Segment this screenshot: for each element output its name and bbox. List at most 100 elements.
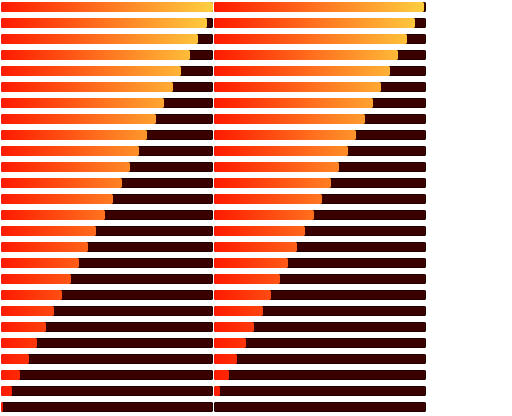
left-progress-fill-17 <box>1 258 79 268</box>
left-progress-fill-8 <box>1 114 156 124</box>
left-progress-fill-10 <box>1 146 139 156</box>
right-progress-fill-14 <box>214 210 314 220</box>
right-progress-bar-9 <box>214 130 426 140</box>
right-progress-bar-5 <box>214 66 426 76</box>
left-progress-fill-25 <box>1 386 12 396</box>
right-progress-fill-16 <box>214 242 297 252</box>
right-progress-bar-4 <box>214 50 426 60</box>
right-progress-bar-18 <box>214 274 426 284</box>
left-progress-bar-26 <box>1 402 213 412</box>
left-progress-fill-6 <box>1 82 173 92</box>
right-progress-fill-7 <box>214 98 373 108</box>
left-progress-bar-5 <box>1 66 213 76</box>
right-progress-fill-5 <box>214 66 390 76</box>
right-progress-fill-9 <box>214 130 356 140</box>
left-progress-fill-22 <box>1 338 37 348</box>
left-progress-fill-1 <box>1 2 213 12</box>
right-progress-bar-19 <box>214 290 426 300</box>
right-progress-bar-2 <box>214 18 426 28</box>
right-progress-bar-25 <box>214 386 426 396</box>
left-progress-bar-11 <box>1 162 213 172</box>
left-progress-fill-2 <box>1 18 207 28</box>
left-progress-fill-20 <box>1 306 54 316</box>
left-progress-bar-25 <box>1 386 213 396</box>
right-progress-bar-6 <box>214 82 426 92</box>
left-progress-bar-21 <box>1 322 213 332</box>
left-progress-fill-19 <box>1 290 62 300</box>
left-progress-fill-12 <box>1 178 122 188</box>
right-progress-bar-24 <box>214 370 426 380</box>
left-progress-bar-23 <box>1 354 213 364</box>
right-progress-bar-17 <box>214 258 426 268</box>
left-progress-fill-3 <box>1 34 198 44</box>
left-progress-bar-19 <box>1 290 213 300</box>
left-progress-fill-5 <box>1 66 181 76</box>
right-progress-fill-22 <box>214 338 246 348</box>
right-progress-bar-13 <box>214 194 426 204</box>
left-progress-bar-15 <box>1 226 213 236</box>
left-progress-fill-24 <box>1 370 20 380</box>
right-progress-bar-21 <box>214 322 426 332</box>
right-progress-fill-3 <box>214 34 407 44</box>
right-progress-fill-15 <box>214 226 305 236</box>
left-progress-bar-22 <box>1 338 213 348</box>
left-progress-bar-14 <box>1 210 213 220</box>
left-progress-bar-10 <box>1 146 213 156</box>
right-progress-bar-14 <box>214 210 426 220</box>
right-progress-fill-11 <box>214 162 339 172</box>
left-progress-bar-8 <box>1 114 213 124</box>
left-progress-bar-6 <box>1 82 213 92</box>
left-progress-fill-26 <box>1 402 3 412</box>
left-progress-bar-24 <box>1 370 213 380</box>
right-progress-fill-2 <box>214 18 415 28</box>
right-progress-bar-1 <box>214 2 426 12</box>
left-progress-bar-2 <box>1 18 213 28</box>
right-progress-fill-21 <box>214 322 254 332</box>
right-progress-bar-20 <box>214 306 426 316</box>
left-progress-bar-13 <box>1 194 213 204</box>
left-progress-bar-20 <box>1 306 213 316</box>
right-progress-fill-23 <box>214 354 237 364</box>
left-progress-bar-3 <box>1 34 213 44</box>
left-progress-bar-18 <box>1 274 213 284</box>
right-progress-bar-16 <box>214 242 426 252</box>
right-progress-fill-1 <box>214 2 424 12</box>
left-progress-bar-9 <box>1 130 213 140</box>
right-progress-bar-23 <box>214 354 426 364</box>
left-progress-fill-9 <box>1 130 147 140</box>
left-progress-fill-21 <box>1 322 46 332</box>
right-progress-bar-22 <box>214 338 426 348</box>
right-progress-bar-15 <box>214 226 426 236</box>
right-progress-fill-20 <box>214 306 263 316</box>
left-progress-fill-23 <box>1 354 29 364</box>
left-progress-bar-16 <box>1 242 213 252</box>
right-progress-fill-6 <box>214 82 381 92</box>
right-progress-fill-24 <box>214 370 229 380</box>
left-progress-bar-17 <box>1 258 213 268</box>
left-progress-bar-12 <box>1 178 213 188</box>
left-progress-bar-7 <box>1 98 213 108</box>
right-progress-bar-8 <box>214 114 426 124</box>
left-progress-fill-4 <box>1 50 190 60</box>
right-progress-fill-8 <box>214 114 365 124</box>
right-progress-bar-12 <box>214 178 426 188</box>
left-progress-bar-1 <box>1 2 213 12</box>
left-progress-fill-11 <box>1 162 130 172</box>
left-progress-fill-15 <box>1 226 96 236</box>
left-progress-fill-14 <box>1 210 105 220</box>
right-progress-fill-18 <box>214 274 280 284</box>
left-progress-bar-4 <box>1 50 213 60</box>
right-progress-fill-10 <box>214 146 348 156</box>
right-progress-bar-10 <box>214 146 426 156</box>
right-progress-bar-7 <box>214 98 426 108</box>
right-progress-bar-11 <box>214 162 426 172</box>
left-progress-fill-16 <box>1 242 88 252</box>
right-progress-fill-19 <box>214 290 271 300</box>
left-progress-fill-13 <box>1 194 113 204</box>
right-progress-bar-3 <box>214 34 426 44</box>
right-progress-bar-26 <box>214 402 426 412</box>
right-progress-fill-13 <box>214 194 322 204</box>
left-progress-fill-18 <box>1 274 71 284</box>
right-progress-fill-12 <box>214 178 331 188</box>
